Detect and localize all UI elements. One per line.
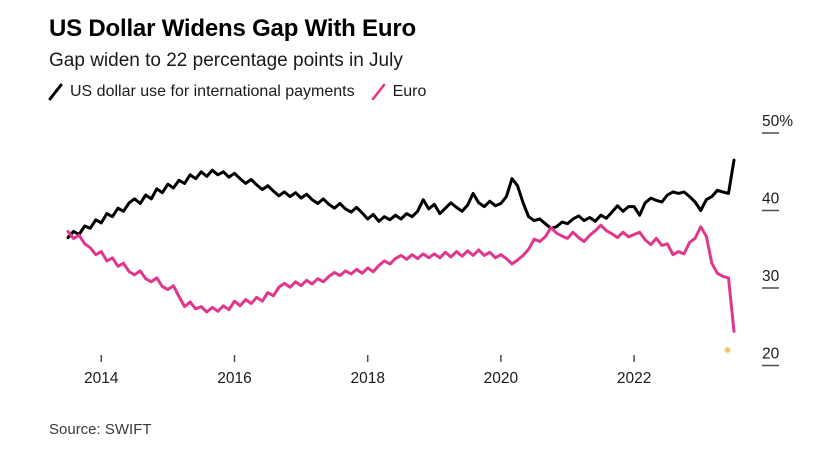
legend-slash-usd-stroke bbox=[48, 83, 63, 101]
latest-value-dot bbox=[724, 346, 731, 354]
x-axis-tick-label: 2014 bbox=[84, 370, 119, 387]
chart-source: Source: SWIFT bbox=[49, 421, 152, 438]
legend-slash-euro-icon bbox=[371, 83, 385, 101]
x-axis-tick-label: 2018 bbox=[350, 370, 384, 387]
legend-item-euro-label: Euro bbox=[392, 83, 427, 100]
y-axis-tick-label: 40 bbox=[762, 191, 780, 208]
usd-line bbox=[66, 158, 736, 240]
x-axis-tick-label: 2016 bbox=[217, 370, 251, 387]
euro-line bbox=[66, 223, 736, 333]
legend-item-usd-label: US dollar use for international payments bbox=[70, 83, 355, 100]
y-axis-tick-label: 30 bbox=[762, 268, 780, 285]
legend-slash-usd-icon bbox=[48, 83, 63, 101]
chart-legend: US dollar use for international payments… bbox=[48, 83, 426, 101]
x-axis-tick-label: 2020 bbox=[484, 370, 519, 387]
y-axis-tick-label: 50% bbox=[762, 113, 793, 130]
chart-subtitle: Gap widen to 22 percentage points in Jul… bbox=[49, 50, 403, 71]
legend-slash-euro-stroke bbox=[371, 83, 385, 101]
legend-item-euro: Euro bbox=[371, 83, 427, 101]
y-axis-tick-label: 20 bbox=[762, 346, 780, 363]
legend-item-usd: US dollar use for international payments bbox=[48, 83, 355, 101]
chart-title: US Dollar Widens Gap With Euro bbox=[49, 15, 416, 42]
x-axis-tick-label: 2022 bbox=[617, 370, 651, 387]
